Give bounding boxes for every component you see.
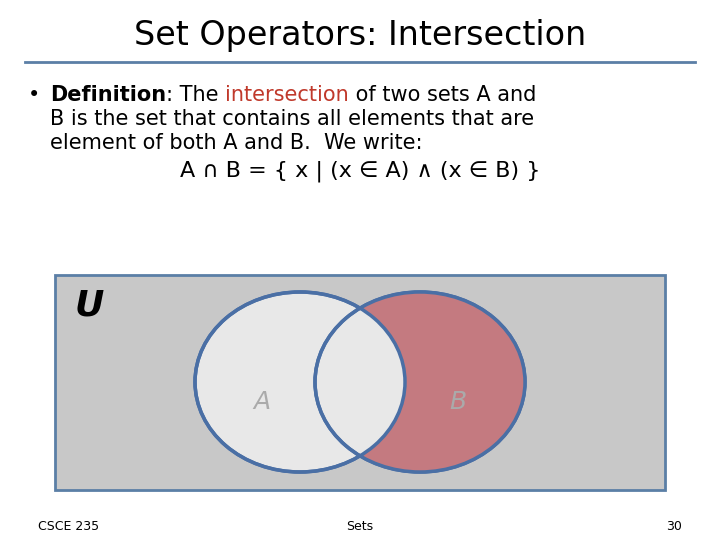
Text: B: B [449, 390, 467, 414]
Bar [55, 275, 665, 490]
Text: CSCE 235: CSCE 235 [38, 521, 99, 534]
Text: U: U [75, 288, 104, 322]
Polygon shape [360, 292, 525, 472]
Text: •: • [28, 85, 40, 105]
Text: : The: : The [166, 85, 225, 105]
Text: 30: 30 [666, 521, 682, 534]
Text: intersection: intersection [225, 85, 349, 105]
Text: of two sets A and: of two sets A and [349, 85, 536, 105]
Text: A: A [253, 390, 271, 414]
Text: Definition: Definition [50, 85, 166, 105]
Text: Sets: Sets [346, 521, 374, 534]
Text: B is the set that contains all elements that are: B is the set that contains all elements … [50, 109, 534, 129]
Text: Set Operators: Intersection: Set Operators: Intersection [134, 18, 586, 51]
Text: A ∩ B = { x | (x ∈ A) ∧ (x ∈ B) }: A ∩ B = { x | (x ∈ A) ∧ (x ∈ B) } [180, 161, 540, 183]
Text: element of both A and B.  We write:: element of both A and B. We write: [50, 133, 423, 153]
Ellipse shape [195, 292, 405, 472]
Ellipse shape [315, 292, 525, 472]
